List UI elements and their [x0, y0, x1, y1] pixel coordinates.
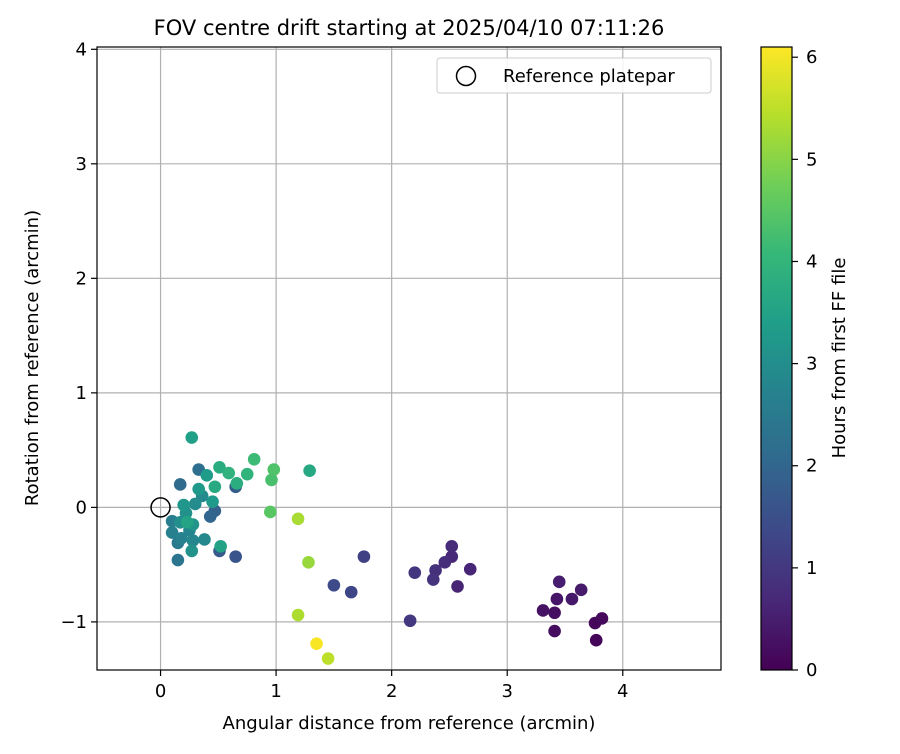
scatter-point	[303, 464, 316, 478]
colorbar-tick-label: 5	[806, 149, 817, 170]
scatter-point	[214, 540, 227, 553]
scatter-point	[451, 580, 464, 593]
scatter-point	[426, 573, 440, 586]
reference-point-marker	[150, 497, 171, 518]
scatter-point	[403, 614, 417, 628]
scatter-point	[344, 585, 358, 599]
scatter-point	[171, 553, 185, 567]
y-axis-ticks: −1 0 1 2 3 4	[60, 39, 97, 633]
y-tick-label: −1	[60, 612, 87, 633]
scatter-point	[175, 531, 188, 545]
colorbar-tick-label: 6	[806, 47, 817, 68]
scatter-point	[550, 592, 564, 606]
colorbar	[760, 46, 793, 671]
scatter-point	[206, 495, 219, 508]
x-axis-label: Angular distance from reference (arcmin)	[223, 713, 596, 734]
scatter-point	[595, 612, 609, 625]
scatter-point	[265, 473, 278, 487]
colorbar-label: Hours from first FF file	[829, 258, 850, 459]
y-tick-label: 3	[76, 154, 87, 175]
scatter-point	[200, 469, 214, 482]
x-tick-label: 0	[155, 681, 166, 702]
scatter-point	[173, 478, 187, 491]
scatter-point	[302, 556, 315, 569]
scatter-point	[321, 652, 335, 665]
scatter-point	[165, 526, 179, 539]
scatter-point	[548, 606, 561, 620]
plot-area-frame	[96, 46, 722, 671]
colorbar-tick-label: 4	[806, 251, 817, 272]
scatter-point	[188, 497, 202, 511]
scatter-point	[185, 544, 199, 558]
colorbar-tick-label: 0	[806, 660, 817, 681]
scatter-point	[445, 540, 459, 553]
scatter-point	[565, 592, 579, 606]
scatter-point	[198, 533, 211, 546]
scatter-point	[310, 637, 323, 650]
x-tick-label: 1	[270, 681, 281, 702]
scatter-point	[327, 578, 341, 592]
chart-title: FOV centre drift starting at 2025/04/10 …	[154, 16, 665, 40]
scatter-point	[574, 583, 588, 597]
scatter-point	[222, 466, 236, 480]
legend-box	[436, 57, 712, 94]
scatter-point	[177, 498, 190, 512]
scatter-point	[213, 460, 226, 474]
scatter-point	[264, 505, 277, 519]
scatter-point	[438, 556, 452, 569]
colorbar-ticks: 0 1 2 3 4 5 6	[792, 47, 817, 681]
y-axis-label: Rotation from reference (arcmin)	[22, 210, 43, 506]
y-tick-label: 2	[76, 268, 87, 289]
y-tick-label: 4	[76, 39, 87, 60]
colorbar-tick-label: 1	[806, 558, 817, 579]
legend-marker-icon	[455, 65, 477, 87]
scatter-point	[240, 467, 254, 481]
y-tick-label: 1	[76, 383, 87, 404]
colorbar-tick-label: 3	[806, 354, 817, 375]
x-tick-label: 4	[617, 681, 628, 702]
scatter-point	[180, 515, 194, 529]
scatter-point	[267, 463, 281, 476]
legend: Reference platepar	[436, 57, 712, 94]
x-axis-ticks: 0 1 2 3 4	[155, 670, 629, 702]
scatter-point	[247, 452, 261, 466]
reference-marker	[150, 497, 171, 518]
scatter-point	[203, 510, 217, 523]
grid-lines	[97, 47, 721, 670]
x-tick-label: 2	[386, 681, 397, 702]
y-tick-label: 0	[76, 497, 87, 518]
scatter-point	[229, 550, 242, 563]
scatter-point	[291, 512, 305, 526]
colorbar-tick-label: 2	[806, 456, 817, 477]
scatter-point	[291, 608, 305, 622]
scatter-point	[185, 431, 199, 444]
scatter-point	[552, 575, 566, 589]
scatter-point	[357, 550, 371, 563]
scatter-point	[208, 480, 222, 494]
legend-label: Reference platepar	[503, 66, 675, 87]
scatter-point	[230, 477, 244, 490]
data-points	[165, 431, 609, 665]
scatter-point	[408, 566, 422, 579]
scatter-point	[192, 482, 205, 496]
scatter-point	[589, 633, 603, 647]
scatter-point	[548, 624, 561, 638]
scatter-point	[536, 604, 550, 617]
x-tick-label: 3	[501, 681, 512, 702]
scatter-point	[186, 534, 200, 547]
scatter-point	[463, 562, 477, 576]
